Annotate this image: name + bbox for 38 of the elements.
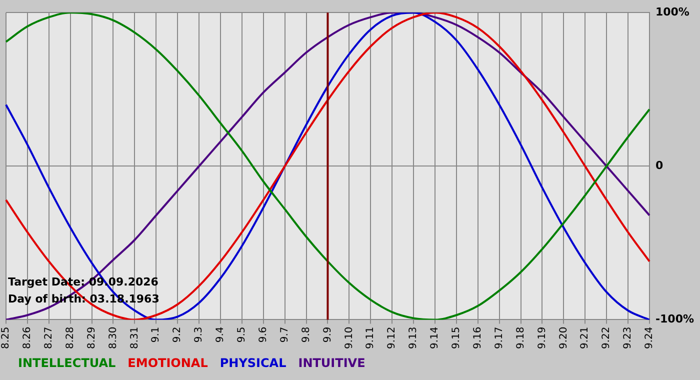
x-tick-label: 9.2 (172, 326, 184, 343)
x-tick-label: 9.23 (622, 326, 634, 349)
x-tick-label: 9.7 (279, 326, 290, 343)
x-tick-label: 8.30 (108, 326, 119, 349)
x-tick-label: 9.21 (580, 326, 591, 349)
x-tick-label: 9.22 (601, 326, 612, 349)
x-tick-label: 9.13 (408, 326, 420, 349)
x-tick-label: 9.5 (236, 326, 248, 343)
x-tick-label: 9.6 (258, 326, 269, 343)
x-tick-label: 9.24 (644, 326, 656, 349)
text: INTUITIVE (298, 356, 366, 370)
y-tick-label: 100% (655, 5, 690, 18)
text: EMOTIONAL (128, 356, 208, 370)
y-tick-label: 0 (655, 159, 664, 172)
x-tick-label: 9.10 (344, 326, 355, 349)
x-tick-label: 9.17 (494, 326, 505, 349)
x-tick-label: 9.18 (515, 326, 526, 349)
text: PHYSICAL (220, 356, 287, 370)
y-tick-label: -100% (655, 312, 694, 326)
x-tick-label: 8.27 (43, 326, 54, 349)
x-tick-label: 9.19 (536, 326, 548, 349)
x-tick-label: 9.11 (365, 326, 376, 349)
x-tick-label: 8.25 (0, 326, 12, 349)
text: INTELLECTUAL (18, 356, 116, 370)
x-tick-label: 9.16 (472, 326, 484, 349)
x-tick-label: 9.12 (386, 326, 398, 349)
x-tick-label: 9.20 (558, 326, 570, 349)
x-tick-label: 9.3 (194, 326, 205, 343)
x-tick-label: 8.28 (64, 326, 76, 349)
x-tick-label: 8.29 (86, 326, 98, 349)
x-tick-label: 9.8 (300, 326, 312, 343)
x-tick-label: 9.14 (430, 326, 441, 349)
x-tick-label: 9.1 (150, 326, 162, 343)
x-tick-label: 8.31 (129, 326, 140, 349)
x-tick-label: 9.15 (451, 326, 462, 349)
x-tick-label: 9.4 (215, 326, 226, 343)
x-tick-label: 9.9 (322, 326, 334, 343)
x-tick-label: 8.26 (22, 326, 34, 349)
